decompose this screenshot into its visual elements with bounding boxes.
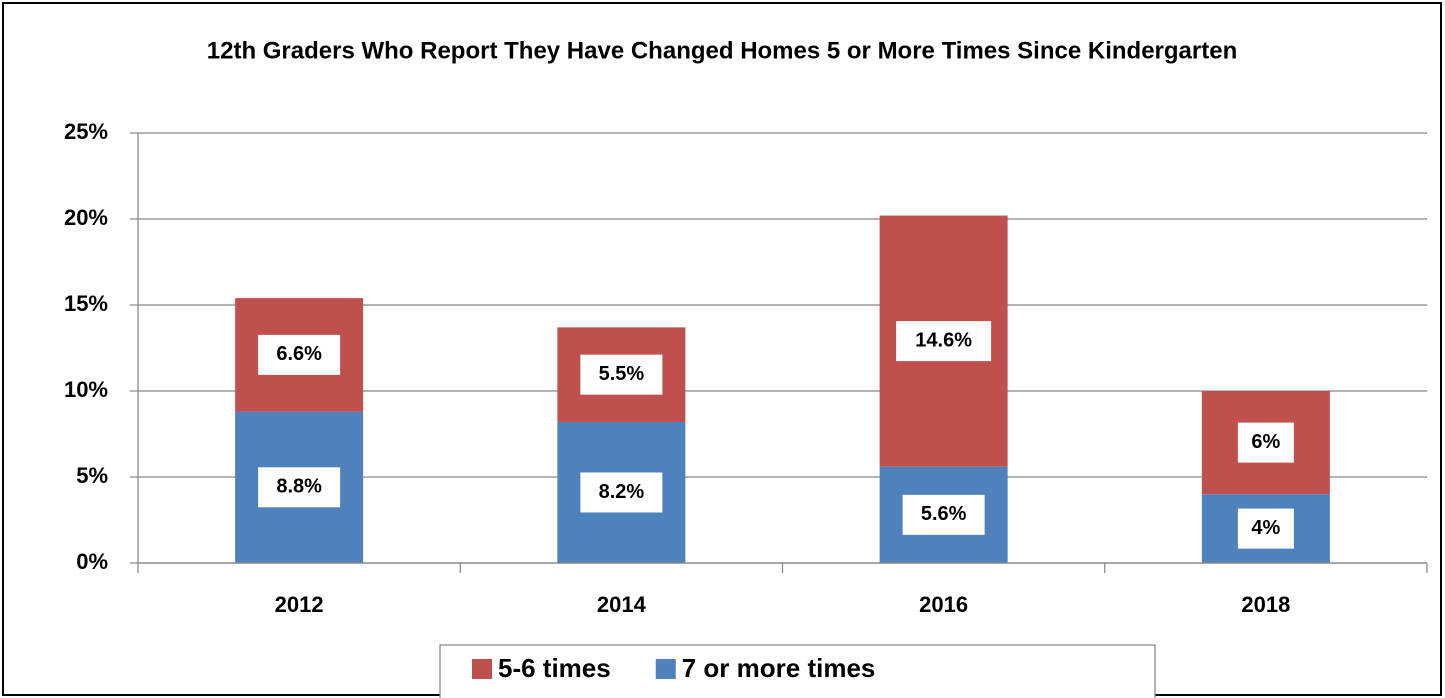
- data-label-box: [1237, 508, 1294, 549]
- y-tick-label: 15%: [64, 291, 108, 316]
- data-label-box: [258, 467, 341, 508]
- data-label: 8.2%: [599, 481, 645, 503]
- legend-swatch: [655, 659, 676, 679]
- x-tick-label: 2018: [1241, 592, 1290, 617]
- data-label: 6.6%: [276, 343, 322, 365]
- data-label: 14.6%: [915, 329, 972, 351]
- data-label-box: [902, 494, 985, 535]
- data-label-box: [580, 354, 663, 395]
- data-label: 4%: [1251, 517, 1280, 539]
- data-label-box: [1237, 422, 1294, 463]
- legend-label: 5-6 times: [498, 653, 611, 683]
- legend-box: [439, 644, 1156, 698]
- y-tick-label: 10%: [64, 377, 108, 402]
- chart-title: 12th Graders Who Report They Have Change…: [207, 37, 1237, 64]
- legend-label: 7 or more times: [682, 653, 876, 683]
- data-label: 5.6%: [921, 503, 967, 525]
- y-tick-label: 0%: [76, 549, 108, 574]
- legend-swatch: [472, 659, 492, 679]
- y-tick-label: 25%: [64, 119, 108, 144]
- x-tick-label: 2016: [919, 592, 968, 617]
- data-label: 8.8%: [276, 476, 322, 498]
- data-label-box: [580, 472, 663, 513]
- data-label-box: [896, 321, 992, 362]
- y-tick-label: 20%: [64, 205, 108, 230]
- data-label: 6%: [1251, 431, 1280, 453]
- data-label-box: [258, 334, 341, 375]
- data-label: 5.5%: [599, 363, 645, 385]
- x-tick-label: 2014: [597, 592, 647, 617]
- y-tick-label: 5%: [76, 463, 108, 488]
- x-tick-label: 2012: [275, 592, 324, 617]
